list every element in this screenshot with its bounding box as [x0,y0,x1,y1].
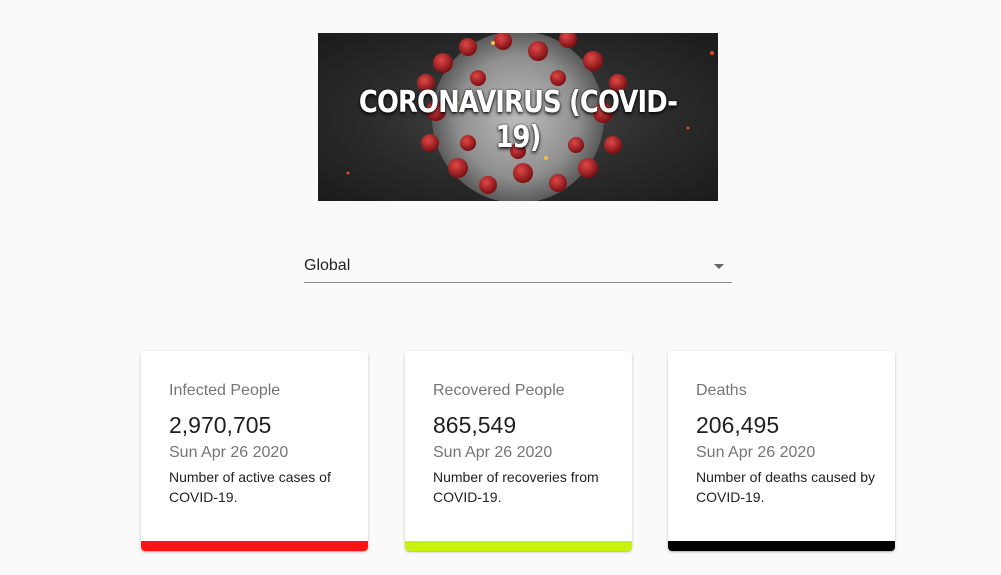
banner-title: CORONAVIRUS (COVID-19) [358,85,678,155]
card-color-bar [141,541,368,551]
country-select-value: Global [304,257,351,274]
card-description: Number of active cases of COVID-19. [169,469,331,505]
card-title: Recovered People [433,382,565,399]
card-value: 865,549 [433,412,517,438]
dropdown-arrow-icon[interactable] [714,264,724,269]
card-value: 206,495 [696,412,780,438]
deaths-card: Deaths 206,495 Sun Apr 26 2020 Number of… [668,351,895,551]
country-select[interactable]: Global [304,250,732,283]
coronavirus-banner-image: CORONAVIRUS (COVID-19) [318,33,718,201]
recovered-card: Recovered People 865,549 Sun Apr 26 2020… [405,351,632,551]
card-description: Number of recoveries from COVID-19. [433,469,599,505]
card-title: Infected People [169,382,281,399]
card-date: Sun Apr 26 2020 [696,444,816,461]
card-title: Deaths [696,382,747,399]
card-date: Sun Apr 26 2020 [169,444,289,461]
virus-illustration [346,33,714,201]
card-color-bar [668,541,895,551]
card-description: Number of deaths caused by COVID-19. [696,469,875,505]
card-color-bar [405,541,632,551]
card-value: 2,970,705 [169,412,272,438]
infected-card: Infected People 2,970,705 Sun Apr 26 202… [141,351,368,551]
card-date: Sun Apr 26 2020 [433,444,553,461]
